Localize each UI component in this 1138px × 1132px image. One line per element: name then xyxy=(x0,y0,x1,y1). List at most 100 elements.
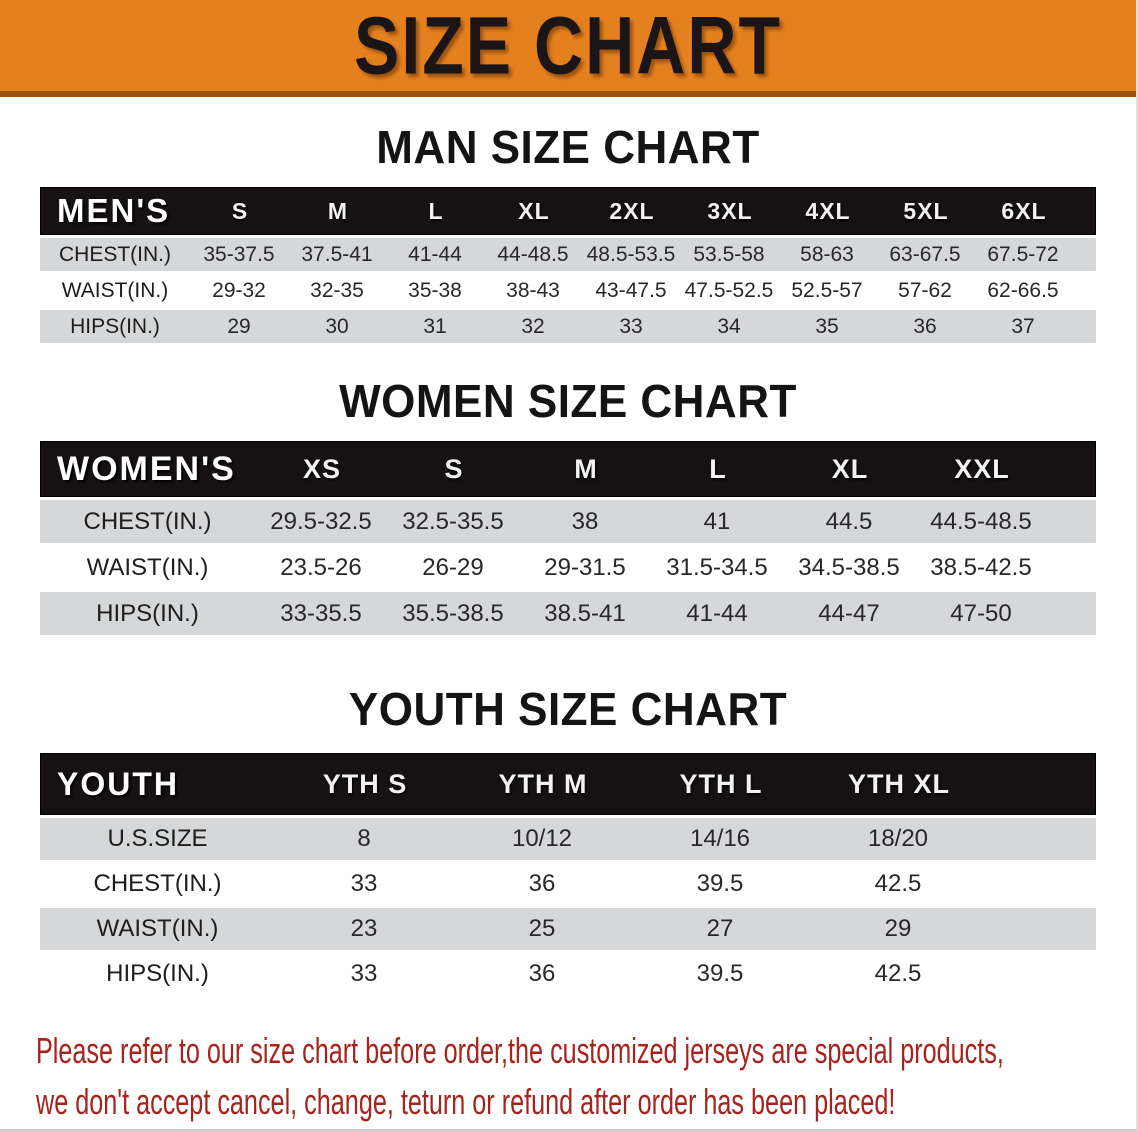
size-cell: 42.5 xyxy=(874,960,922,987)
size-cell: 29.5-32.5 xyxy=(270,507,372,535)
size-cell: 48.5-53.5 xyxy=(586,242,676,266)
column-header: 6XL xyxy=(1001,197,1047,224)
column-header: YTH M xyxy=(498,768,588,799)
row-label: WAIST(IN.) xyxy=(86,553,209,581)
column-header: 5XL xyxy=(903,197,949,224)
size-cell: 57-62 xyxy=(898,278,952,302)
size-cell: 34 xyxy=(717,314,741,338)
size-cell: 33 xyxy=(350,870,378,897)
column-header: YTH S xyxy=(322,768,408,799)
youth-group-label: YOUTH xyxy=(57,765,179,802)
youth-size-table: YOUTH YTH S YTH M YTH L YTH XL U.S.SIZE … xyxy=(40,753,1096,995)
size-cell: 29-31.5 xyxy=(544,553,626,581)
column-header: M xyxy=(574,453,598,484)
row-label: CHEST(IN.) xyxy=(93,870,222,897)
size-cell: 27 xyxy=(706,915,734,942)
size-cell: 35-37.5 xyxy=(203,242,275,266)
size-cell: 36 xyxy=(528,960,556,987)
size-cell: 43-47.5 xyxy=(595,278,667,302)
size-cell: 62-66.5 xyxy=(987,278,1059,302)
size-cell: 30 xyxy=(325,314,349,338)
size-cell: 42.5 xyxy=(874,870,922,897)
size-cell: 53.5-58 xyxy=(693,242,765,266)
column-header: 3XL xyxy=(707,197,753,224)
size-cell: 35.5-38.5 xyxy=(402,599,504,627)
column-header: L xyxy=(709,453,727,484)
size-cell: 23 xyxy=(350,915,378,942)
row-label: WAIST(IN.) xyxy=(96,915,219,942)
column-header: L xyxy=(428,197,444,224)
size-cell: 41 xyxy=(703,507,731,535)
size-cell: 38 xyxy=(571,507,599,535)
men-table-header-row: MEN'S S M L XL 2XL 3XL 4XL 5XL 6XL xyxy=(40,187,1096,235)
disclaimer: Please refer to our size chart before or… xyxy=(36,1025,1136,1127)
table-row: U.S.SIZE 8 10/12 14/16 18/20 xyxy=(40,818,1096,860)
women-size-table: WOMEN'S XS S M L XL XXL CHEST(IN.) 29.5-… xyxy=(40,441,1096,635)
table-row: CHEST(IN.) 35-37.5 37.5-41 41-44 44-48.5… xyxy=(40,238,1096,271)
table-row: CHEST(IN.) 29.5-32.5 32.5-35.5 38 41 44.… xyxy=(40,500,1096,543)
size-cell: 34.5-38.5 xyxy=(798,553,900,581)
row-label: U.S.SIZE xyxy=(107,825,208,852)
size-cell: 29-32 xyxy=(212,278,266,302)
women-group-label: WOMEN'S xyxy=(57,449,236,488)
table-row: HIPS(IN.) 29 30 31 32 33 34 35 36 37 xyxy=(40,310,1096,343)
youth-section-heading: YOUTH SIZE CHART xyxy=(348,683,788,736)
size-cell: 36 xyxy=(913,314,937,338)
size-cell: 33-35.5 xyxy=(280,599,362,627)
size-cell: 47.5-52.5 xyxy=(684,278,774,302)
table-row: CHEST(IN.) 33 36 39.5 42.5 xyxy=(40,863,1096,905)
column-header: S xyxy=(231,197,249,224)
size-cell: 14/16 xyxy=(689,825,751,852)
size-cell: 67.5-72 xyxy=(987,242,1059,266)
column-header: 2XL xyxy=(609,197,655,224)
size-cell: 26-29 xyxy=(422,553,484,581)
size-cell: 8 xyxy=(357,825,371,852)
row-label: CHEST(IN.) xyxy=(83,507,212,535)
youth-table-header-row: YOUTH YTH S YTH M YTH L YTH XL xyxy=(40,753,1096,815)
size-cell: 18/20 xyxy=(867,825,929,852)
size-cell: 63-67.5 xyxy=(889,242,961,266)
size-cell: 38.5-42.5 xyxy=(930,553,1032,581)
size-cell: 10/12 xyxy=(511,825,573,852)
size-cell: 41-44 xyxy=(686,599,748,627)
men-size-table: MEN'S S M L XL 2XL 3XL 4XL 5XL 6XL CHEST… xyxy=(40,187,1096,343)
size-cell: 33 xyxy=(619,314,643,338)
size-cell: 23.5-26 xyxy=(280,553,362,581)
size-cell: 44-48.5 xyxy=(497,242,569,266)
disclaimer-line-2: we don't accept cancel, change, teturn o… xyxy=(36,1081,896,1123)
size-cell: 35 xyxy=(815,314,839,338)
row-label: HIPS(IN.) xyxy=(106,960,209,987)
column-header: XS xyxy=(302,453,342,484)
women-table-header-row: WOMEN'S XS S M L XL XXL xyxy=(40,441,1096,497)
size-cell: 41-44 xyxy=(408,242,462,266)
size-cell: 29 xyxy=(884,915,912,942)
table-row: HIPS(IN.) 33 36 39.5 42.5 xyxy=(40,953,1096,995)
column-header: S xyxy=(444,453,464,484)
youth-section: YOUTH SIZE CHART YOUTH YTH S YTH M YTH L… xyxy=(0,683,1136,995)
size-cell: 44.5 xyxy=(825,507,873,535)
column-header: XL xyxy=(831,453,869,484)
size-cell: 33 xyxy=(350,960,378,987)
size-cell: 38.5-41 xyxy=(544,599,626,627)
table-row: WAIST(IN.) 23.5-26 26-29 29-31.5 31.5-34… xyxy=(40,546,1096,589)
disclaimer-line-1: Please refer to our size chart before or… xyxy=(36,1030,1004,1071)
size-cell: 25 xyxy=(528,915,556,942)
banner-title: SIZE CHART xyxy=(354,0,782,92)
size-cell: 38-43 xyxy=(506,278,560,302)
row-label: HIPS(IN.) xyxy=(70,314,160,338)
column-header: XL xyxy=(518,197,550,224)
column-header: M xyxy=(327,197,349,224)
women-section-heading: WOMEN SIZE CHART xyxy=(339,375,797,428)
table-row: WAIST(IN.) 23 25 27 29 xyxy=(40,908,1096,950)
size-cell: 37.5-41 xyxy=(301,242,373,266)
row-label: CHEST(IN.) xyxy=(59,242,171,266)
women-section: WOMEN SIZE CHART WOMEN'S XS S M L XL XXL… xyxy=(0,375,1136,635)
table-row: HIPS(IN.) 33-35.5 35.5-38.5 38.5-41 41-4… xyxy=(40,592,1096,635)
size-cell: 52.5-57 xyxy=(791,278,863,302)
size-cell: 32-35 xyxy=(310,278,364,302)
size-cell: 44.5-48.5 xyxy=(930,507,1032,535)
column-header: XXL xyxy=(954,453,1010,484)
size-cell: 39.5 xyxy=(696,960,744,987)
column-header: YTH L xyxy=(679,768,763,799)
row-label: WAIST(IN.) xyxy=(61,278,169,302)
